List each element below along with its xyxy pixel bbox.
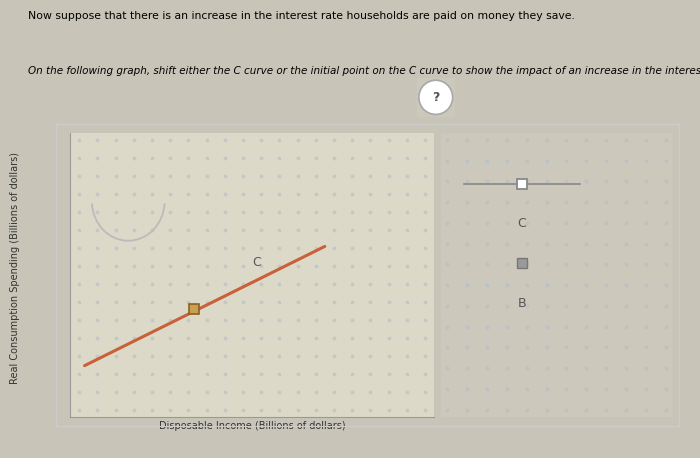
Text: B: B [517,297,526,310]
X-axis label: Disposable Income (Billions of dollars): Disposable Income (Billions of dollars) [159,421,345,431]
Text: Real Consumption Spending (Billions of dollars): Real Consumption Spending (Billions of d… [10,152,20,384]
Circle shape [419,80,453,114]
Text: C: C [517,217,526,230]
Text: On the following graph, shift either the C curve or the initial point on the C c: On the following graph, shift either the… [28,66,700,76]
Text: C: C [252,256,260,269]
Text: ?: ? [432,91,440,104]
Text: Now suppose that there is an increase in the interest rate households are paid o: Now suppose that there is an increase in… [28,11,575,22]
